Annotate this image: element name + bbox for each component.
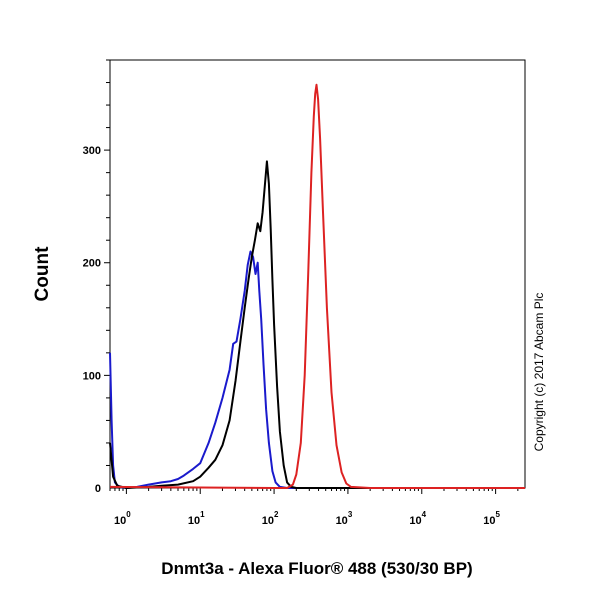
- x-tick-label: 102: [262, 510, 279, 527]
- x-axis-title: Dnmt3a - Alexa Fluor® 488 (530/30 BP): [161, 559, 472, 578]
- y-axis-title: Count: [32, 246, 53, 302]
- x-tick-label: 101: [188, 510, 205, 527]
- x-tick-label: 105: [483, 510, 500, 527]
- y-minor-ticks: [104, 59, 110, 466]
- x-tick-labels: 100 101 102 103 104 105: [114, 510, 500, 527]
- y-tick-label: 0: [95, 483, 101, 495]
- histogram-series: [109, 83, 525, 489]
- y-tick-label: 300: [83, 145, 101, 157]
- histogram-series-1: [109, 250, 525, 489]
- plot-frame: [109, 59, 526, 489]
- histogram-series-2: [109, 160, 525, 489]
- histogram-series-3: [109, 83, 525, 489]
- copyright-notice: Copyright (c) 2017 Abcam Plc: [532, 293, 546, 452]
- y-tick-label: 100: [83, 370, 101, 382]
- y-tick-label: 200: [83, 258, 101, 270]
- x-tick-label: 104: [409, 510, 426, 527]
- x-tick-label: 100: [114, 510, 131, 527]
- x-tick-label: 103: [336, 510, 353, 527]
- y-tick-labels: 0 100 200 300: [83, 145, 101, 495]
